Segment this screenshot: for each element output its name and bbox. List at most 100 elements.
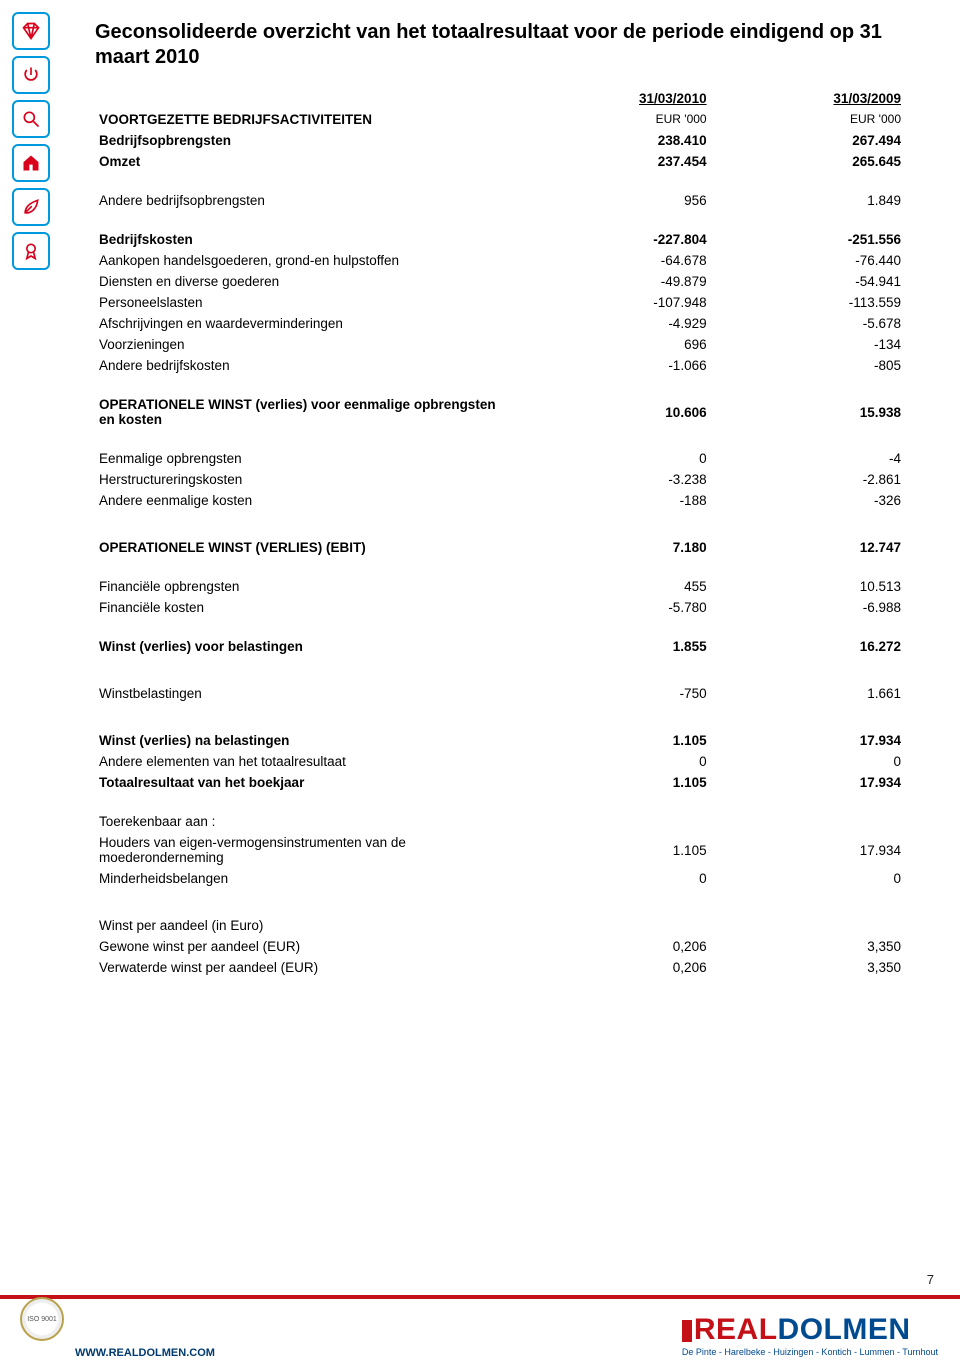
row-val: 956 (516, 190, 710, 211)
row-val: 1.855 (516, 636, 710, 657)
row-val: -4.929 (516, 313, 710, 334)
row-val: -227.804 (516, 229, 710, 250)
row-label: Bedrijfsopbrengsten (95, 130, 516, 151)
row-label: Afschrijvingen en waardeverminderingen (95, 313, 516, 334)
iso-badge-icon: ISO 9001 (20, 1297, 64, 1341)
row-val: -107.948 (516, 292, 710, 313)
row-val: 1.105 (516, 772, 710, 793)
row-val: -54.941 (711, 271, 905, 292)
brand-dolmen: DOLMEN (778, 1313, 911, 1346)
row-label: Andere bedrijfskosten (95, 355, 516, 376)
iso-text: ISO 9001 (27, 1316, 57, 1323)
row-val: 0 (711, 868, 905, 889)
page-footer: ISO 9001 WWW.REALDOLMEN.COM REALDOLMEN D… (0, 1289, 960, 1367)
row-label: Andere bedrijfsopbrengsten (95, 190, 516, 211)
row-label: Winst (verlies) na belastingen (95, 730, 516, 751)
diamond-icon (12, 12, 50, 50)
row-label: Winstbelastingen (95, 683, 516, 704)
row-val: -6.988 (711, 597, 905, 618)
row-val: -134 (711, 334, 905, 355)
row-label: OPERATIONELE WINST (verlies) voor eenmal… (95, 394, 516, 430)
row-val: 265.645 (711, 151, 905, 172)
logo-square-icon (682, 1320, 692, 1342)
row-val: 7.180 (516, 537, 710, 558)
row-val: 10.513 (711, 576, 905, 597)
row-val: 12.747 (711, 537, 905, 558)
col-header-date1: 31/03/2010 (516, 88, 710, 109)
sidebar (12, 12, 52, 270)
row-val: -1.066 (516, 355, 710, 376)
row-val: 455 (516, 576, 710, 597)
row-val: 3,350 (711, 936, 905, 957)
row-val: -326 (711, 490, 905, 511)
row-val: 0,206 (516, 936, 710, 957)
col-header-date2: 31/03/2009 (711, 88, 905, 109)
row-val: -251.556 (711, 229, 905, 250)
row-val: -805 (711, 355, 905, 376)
row-val: 267.494 (711, 130, 905, 151)
row-label: Eenmalige opbrengsten (95, 448, 516, 469)
row-val: 237.454 (516, 151, 710, 172)
row-val: 1.105 (516, 730, 710, 751)
row-val: -76.440 (711, 250, 905, 271)
row-val: 3,350 (711, 957, 905, 978)
row-val: 0 (516, 868, 710, 889)
row-label: Financiële kosten (95, 597, 516, 618)
income-statement-table: 31/03/2010 31/03/2009 VOORTGEZETTE BEDRI… (95, 88, 905, 978)
leaf-icon (12, 188, 50, 226)
row-label: Andere eenmalige kosten (95, 490, 516, 511)
row-label: OPERATIONELE WINST (VERLIES) (EBIT) (95, 537, 516, 558)
row-val: -188 (516, 490, 710, 511)
row-label: Winst (verlies) voor belastingen (95, 636, 516, 657)
row-val: -5.678 (711, 313, 905, 334)
row-val: -3.238 (516, 469, 710, 490)
row-label: Minderheidsbelangen (95, 868, 516, 889)
row-val: -750 (516, 683, 710, 704)
row-label: Winst per aandeel (in Euro) (95, 915, 516, 936)
row-val: -2.861 (711, 469, 905, 490)
footer-divider (0, 1295, 960, 1299)
main-content: Geconsolideerde overzicht van het totaal… (95, 20, 905, 978)
row-label: Financiële opbrengsten (95, 576, 516, 597)
page-number: 7 (927, 1272, 934, 1287)
row-label: Personeelslasten (95, 292, 516, 313)
row-label: Toerekenbaar aan : (95, 811, 516, 832)
row-val: -4 (711, 448, 905, 469)
section-header: VOORTGEZETTE BEDRIJFSACTIVITEITEN (95, 109, 516, 130)
row-val: 17.934 (711, 772, 905, 793)
power-icon (12, 56, 50, 94)
page-title: Geconsolideerde overzicht van het totaal… (95, 20, 905, 70)
row-val: 1.661 (711, 683, 905, 704)
row-label: Voorzieningen (95, 334, 516, 355)
home-icon (12, 144, 50, 182)
row-label: Houders van eigen-vermogensinstrumenten … (95, 832, 516, 868)
row-label: Gewone winst per aandeel (EUR) (95, 936, 516, 957)
row-val: 15.938 (711, 394, 905, 430)
row-val: 1.849 (711, 190, 905, 211)
row-label: Herstructureringskosten (95, 469, 516, 490)
row-val: 1.105 (516, 832, 710, 868)
badge-icon (12, 232, 50, 270)
row-label: Aankopen handelsgoederen, grond-en hulps… (95, 250, 516, 271)
row-label: Omzet (95, 151, 516, 172)
unit-label-1: EUR '000 (516, 109, 710, 130)
website-link: WWW.REALDOLMEN.COM (75, 1347, 215, 1359)
row-val: 10.606 (516, 394, 710, 430)
row-val: 17.934 (711, 730, 905, 751)
row-val: -49.879 (516, 271, 710, 292)
brand-real: REAL (694, 1313, 778, 1346)
row-val: 16.272 (711, 636, 905, 657)
row-label: Andere elementen van het totaalresultaat (95, 751, 516, 772)
row-label: Verwaterde winst per aandeel (EUR) (95, 957, 516, 978)
unit-label-2: EUR '000 (711, 109, 905, 130)
row-val: 0,206 (516, 957, 710, 978)
row-label: Totaalresultaat van het boekjaar (95, 772, 516, 793)
brand-logo: REALDOLMEN De Pinte - Harelbeke - Huizin… (682, 1315, 938, 1357)
row-val: 0 (711, 751, 905, 772)
brand-locations: De Pinte - Harelbeke - Huizingen - Konti… (682, 1347, 938, 1357)
row-val: 17.934 (711, 832, 905, 868)
row-val: -64.678 (516, 250, 710, 271)
row-val: -113.559 (711, 292, 905, 313)
row-val: 0 (516, 751, 710, 772)
row-val: 238.410 (516, 130, 710, 151)
